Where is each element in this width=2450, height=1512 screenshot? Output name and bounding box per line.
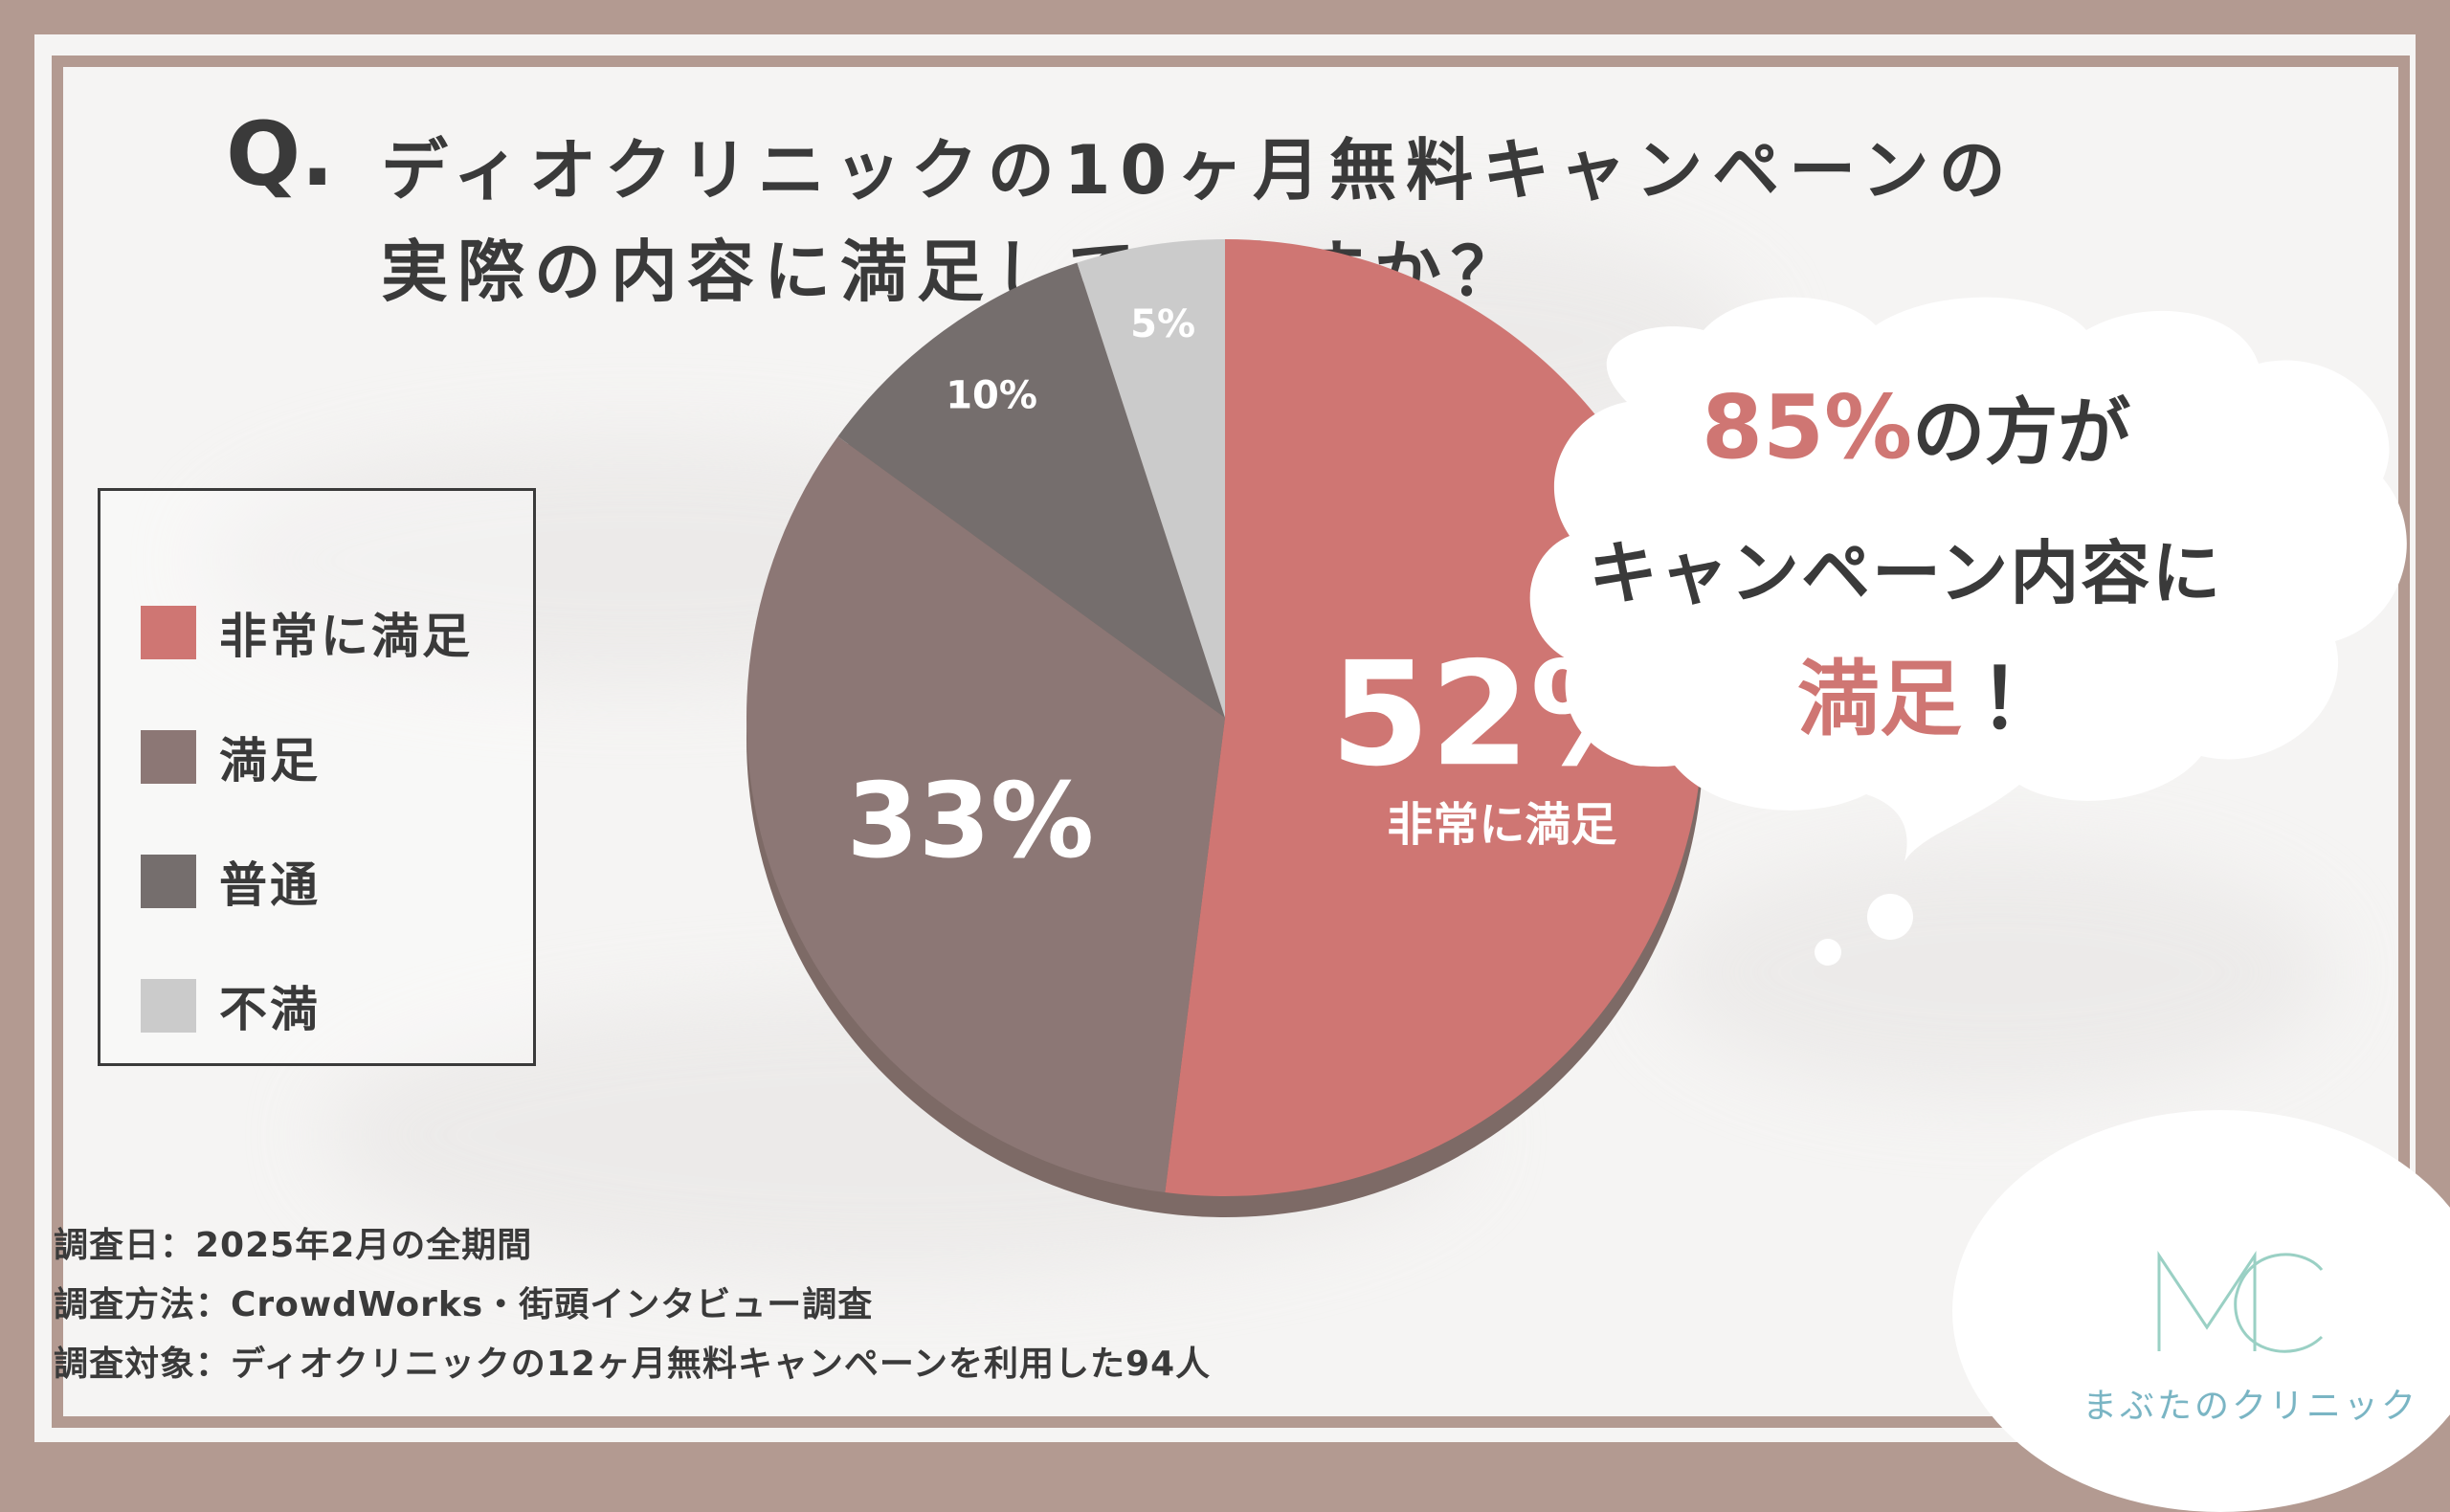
clinic-logo-text: まぶたのクリニック: [2082, 1387, 2419, 1426]
legend-item-neutral: 普通: [141, 853, 321, 913]
legend-swatch: [141, 979, 196, 1033]
callout-satisfied: 満足: [1797, 652, 1962, 747]
callout-exclamation: ！: [1979, 652, 2061, 747]
pie-slice-satisfied: [746, 436, 1225, 1193]
legend-label: 満足: [219, 733, 321, 789]
callout-percentage: 85%: [1702, 376, 1913, 478]
legend-label: 不満: [219, 982, 321, 1037]
speech-bubble-shape: [1529, 297, 2407, 861]
clinic-logo-mark: [2157, 1251, 2324, 1353]
legend-swatch: [141, 606, 196, 659]
callout-line-3: 満足！: [1797, 632, 2061, 751]
inner-border: [52, 56, 2410, 1428]
survey-date: 調査日：2025年2月の全期間: [54, 1226, 533, 1265]
background-wash: [1661, 848, 2331, 1097]
chart-legend: 非常に満足 満足 普通 不満: [98, 488, 536, 1066]
legend-item-dissatisfied: 不満: [141, 977, 321, 1037]
legend-swatch: [141, 855, 196, 908]
slice-label-dissatisfied: 5%: [1130, 302, 1195, 346]
question-line-1: ディオクリニックの10ヶ月無料キャンペーンの: [381, 131, 2016, 210]
question-mark-label: Q.: [226, 103, 335, 206]
callout-line-2: キャンペーン内容に: [1589, 533, 2223, 613]
legend-swatch: [141, 730, 196, 784]
survey-method: 調査方法：CrowdWorks・街頭インタビュー調査: [54, 1285, 874, 1324]
slice-label-satisfied: 33%: [847, 762, 1095, 881]
legend-label: 普通: [219, 857, 321, 913]
pie-slice-neutral: [837, 262, 1225, 718]
legend-item-very-satisfied: 非常に満足: [141, 604, 473, 664]
bubble-tail-large: [1867, 894, 1913, 940]
logo-background: [1952, 1110, 2450, 1512]
speech-bubble: [1529, 297, 2407, 966]
survey-target: 調査対象：ディオクリニックの12ヶ月無料キャンペーンを利用した94人: [54, 1345, 1212, 1384]
callout-line-1-text: の方が: [1912, 389, 2131, 475]
legend-label: 非常に満足: [219, 609, 473, 664]
legend-item-satisfied: 満足: [141, 728, 321, 789]
bubble-tail-small: [1815, 939, 1841, 966]
pie-slice-dissatisfied: [1077, 239, 1225, 718]
slice-label-neutral: 10%: [946, 373, 1037, 417]
slice-sublabel-very-satisfied: 非常に満足: [1387, 798, 1616, 852]
callout-line-1: 85%の方が: [1702, 373, 2130, 478]
